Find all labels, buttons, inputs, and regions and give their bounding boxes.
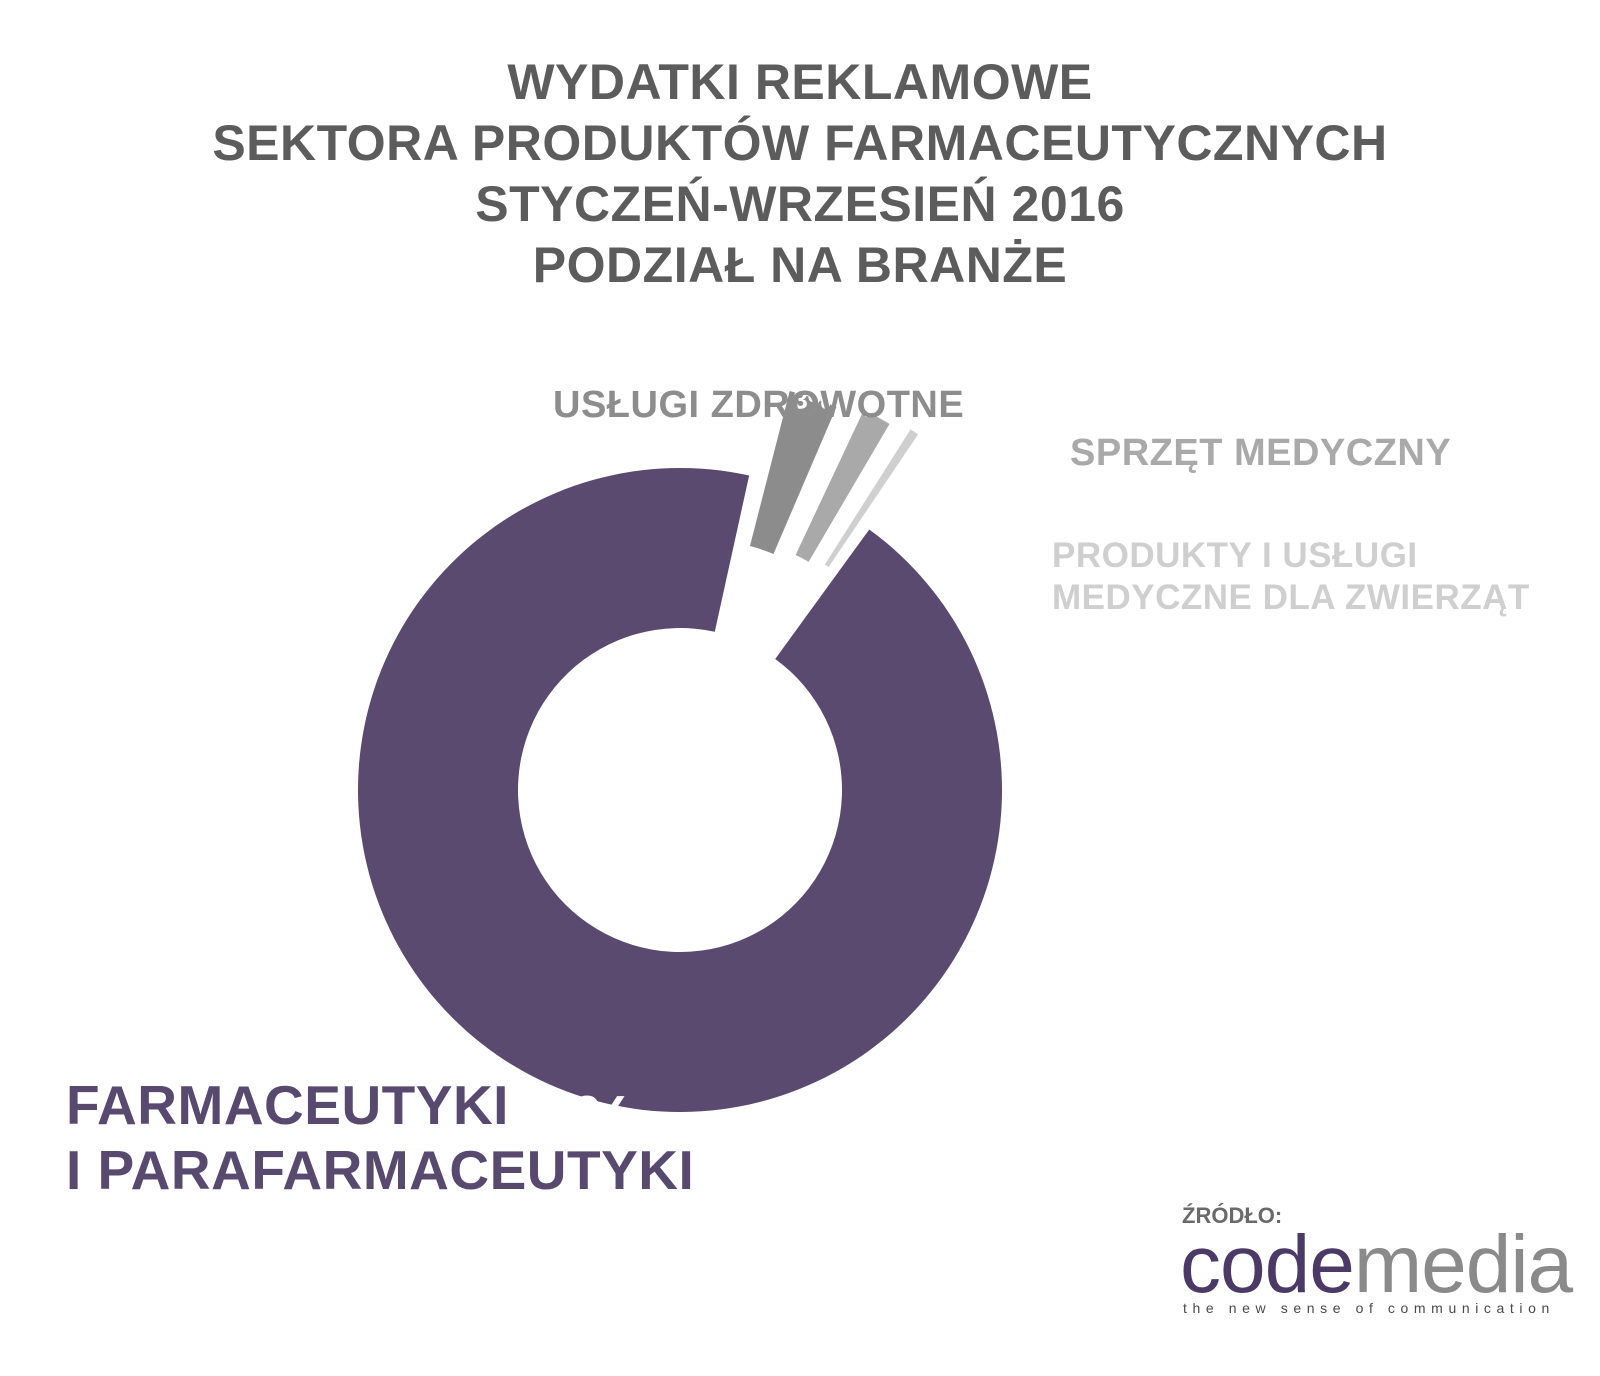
slice-health-services bbox=[749, 391, 837, 555]
slice-label-animal-products: PRODUKTY I USŁUGI MEDYCZNE DLA ZWIERZĄT bbox=[1052, 536, 1530, 617]
slice-label-medical-equipment: SPRZĘT MEDYCZNY bbox=[1070, 432, 1452, 474]
value-label-health-services: 3% bbox=[793, 385, 831, 415]
logo-media-part: media bbox=[1353, 1219, 1573, 1310]
chart-title-line: STYCZEŃ-WRZESIEŃ 2016 bbox=[475, 176, 1125, 232]
value-label-medical-equipment: 2% bbox=[864, 399, 895, 422]
chart-title-line: PODZIAŁ NA BRANŻE bbox=[532, 237, 1068, 293]
value-label-pharmaceuticals: 94% bbox=[493, 1082, 637, 1162]
slice-animal-products bbox=[824, 429, 919, 567]
donut-slices bbox=[358, 391, 1003, 1113]
chart-title: WYDATKI REKLAMOWE SEKTORA PRODUKTÓW FARM… bbox=[0, 52, 1600, 296]
chart-title-line: SEKTORA PRODUKTÓW FARMACEUTYCZNYCH bbox=[212, 115, 1388, 171]
slice-pharmaceuticals bbox=[358, 468, 1003, 1113]
codemedia-logo: codemedia the new sense of communication bbox=[1180, 1224, 1573, 1317]
slice-label-health-services: USŁUGI ZDROWOTNE bbox=[553, 384, 965, 426]
slice-label-pharmaceuticals: FARMACEUTYKI I PARAFARMACEUTYKI bbox=[66, 1074, 695, 1201]
logo-code-part: code bbox=[1180, 1219, 1355, 1310]
slice-value-labels: 94%3% 2%1% bbox=[493, 385, 930, 1162]
logo-tagline: the new sense of communication bbox=[1183, 1300, 1555, 1316]
source-label: ŹRÓDŁO: bbox=[1182, 1203, 1283, 1228]
slice-medical-equipment bbox=[795, 410, 890, 562]
chart-title-line: WYDATKI REKLAMOWE bbox=[507, 54, 1093, 110]
logo-wordmark: codemedia bbox=[1180, 1224, 1573, 1306]
